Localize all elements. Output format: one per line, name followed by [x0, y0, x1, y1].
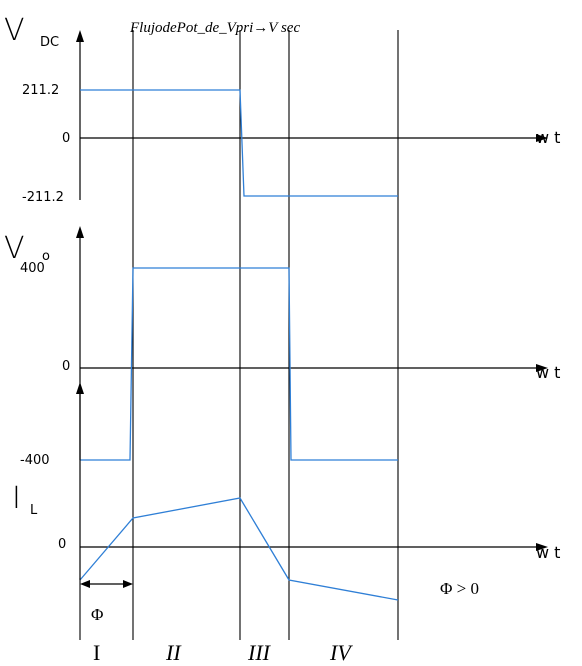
vdc-tick-pos: 211.2 — [22, 83, 59, 98]
phi-arrow-left — [80, 580, 90, 588]
vdc-panel: V DC w t 211.2 0 -211.2 — [4, 13, 560, 205]
vo-tick-zero: 0 — [62, 359, 70, 374]
il-x-axis-label: w t — [536, 543, 560, 562]
phase-condition-label: Φ > 0 — [440, 579, 479, 598]
il-tick-zero: 0 — [58, 537, 66, 552]
vo-x-arrow — [536, 364, 548, 372]
interval-label-2: II — [165, 640, 182, 665]
vdc-waveform — [80, 89, 398, 197]
vo-x-axis-label: w t — [536, 363, 560, 382]
vo-symbol: V — [4, 231, 25, 266]
il-y-arrow — [76, 382, 84, 394]
vo-waveform — [80, 267, 398, 461]
il-x-arrow — [536, 543, 548, 551]
il-subscript: L — [30, 503, 38, 518]
interval-labels: I II III IV — [93, 640, 353, 665]
vdc-subscript: DC — [40, 35, 59, 50]
vdc-x-axis-label: w t — [536, 128, 560, 147]
vdc-x-arrow — [536, 134, 548, 142]
vdc-tick-zero: 0 — [62, 131, 70, 146]
vo-subscript: o — [42, 249, 50, 264]
vo-y-arrow — [76, 226, 84, 238]
il-panel: I L w t 0 — [12, 382, 560, 601]
phase-divider-lines — [132, 30, 399, 640]
vdc-tick-neg: -211.2 — [22, 190, 64, 205]
interval-label-1: I — [93, 640, 100, 665]
interval-label-3: III — [247, 640, 272, 665]
il-waveform — [79, 497, 399, 601]
diagram-title: FlujodePot_de_Vpri→V sec — [129, 20, 300, 36]
vo-tick-pos: 400 — [20, 261, 45, 276]
phi-dimension: Φ — [79, 578, 133, 640]
vdc-symbol: V — [4, 13, 25, 48]
vo-panel: V o w t 400 0 -400 — [4, 226, 560, 468]
vdc-y-arrow — [76, 30, 84, 42]
interval-label-4: IV — [329, 640, 353, 665]
phi-arrow-right — [123, 580, 133, 588]
vo-tick-neg: -400 — [20, 453, 50, 468]
phi-label: Φ — [91, 605, 103, 624]
il-symbol: I — [12, 481, 21, 516]
